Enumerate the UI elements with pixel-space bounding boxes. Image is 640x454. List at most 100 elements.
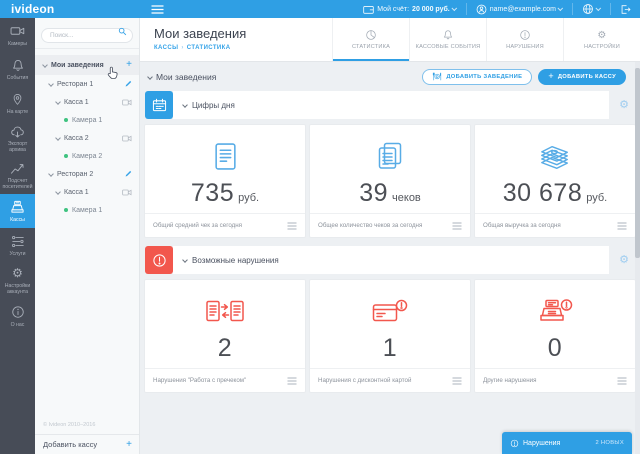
chevron-down-icon (42, 62, 48, 68)
tree-item-camera-3[interactable]: Камера 1 (35, 201, 139, 219)
tree-item-cashbox-1[interactable]: Касса 1 (35, 93, 139, 111)
violations-notification[interactable]: Нарушения 2 новых (502, 432, 632, 454)
tab-violations[interactable]: НАРУШЕНИЯ (486, 18, 563, 61)
violation-label: Другие нарушения (483, 377, 537, 384)
services-icon (11, 234, 25, 249)
scrollbar-track[interactable] (635, 62, 640, 454)
sidebar-item-events[interactable]: События (0, 52, 35, 86)
tab-statistics[interactable]: СТАТИСТИКА (332, 18, 409, 61)
tree-item-restaurant-1[interactable]: Ресторан 1 (35, 75, 139, 93)
add-cashbox-button[interactable]: + ДОБАВИТЬ КАССУ (538, 68, 626, 85)
balance-value: 20 000 руб. (412, 5, 450, 13)
map-pin-icon (11, 92, 24, 107)
ivideon-logo[interactable]: ivideon (11, 2, 55, 16)
receipts-stack-icon (377, 140, 403, 172)
sidebar-item-account-settings[interactable]: ⚙ Настройки аккаунта (4, 266, 31, 296)
card-menu-icon[interactable] (287, 221, 297, 230)
divider (465, 3, 467, 15)
bell-icon (442, 29, 454, 41)
search-input[interactable] (41, 28, 133, 43)
sidebar-item-cameras[interactable]: Камеры (0, 18, 35, 52)
gear-icon: ⚙ (597, 29, 607, 41)
camera-icon (10, 24, 25, 39)
section-daily-figures-header[interactable]: Цифры дня (173, 91, 609, 119)
breadcrumb: КАССЫ › СТАТИСТИКА (154, 45, 231, 51)
wallet-icon (363, 5, 374, 14)
notification-badge: 2 новых (595, 440, 624, 446)
section-daily-figures: Цифры дня ⚙ (145, 91, 635, 119)
divider (610, 3, 611, 15)
violations-cards: 2 Нарушения "Работа с пречеком" 1 (145, 280, 635, 392)
add-venue-button[interactable]: ДОБАВИТЬ ЗАВЕДЕНИЕ (422, 68, 533, 85)
scrollbar-thumb[interactable] (635, 68, 640, 258)
tree-item-camera-2[interactable]: Камера 2 (35, 147, 139, 165)
hamburger-icon[interactable] (151, 4, 164, 14)
sidebar-item-cashboxes[interactable]: Кассы (0, 194, 35, 228)
card-menu-icon[interactable] (452, 376, 462, 385)
search-icon[interactable] (118, 27, 127, 36)
calendar-icon (145, 91, 173, 119)
tree-item-cashbox-3[interactable]: Касса 1 (35, 183, 139, 201)
logout-button[interactable] (620, 4, 631, 15)
edit-pencil-icon[interactable] (124, 80, 132, 88)
stat-unit: чеков (392, 192, 421, 204)
register-alert-icon (537, 295, 573, 327)
card-menu-icon[interactable] (617, 376, 627, 385)
balance-label: Мой счёт: (377, 5, 410, 13)
online-status-dot (64, 208, 68, 212)
tree-footer: © Ivideon 2010–2016 Добавить кассу + (35, 422, 139, 454)
tab-cash-events[interactable]: КАССОВЫЕ СОБЫТИЯ (409, 18, 486, 61)
tab-settings[interactable]: ⚙ НАСТРОЙКИ (563, 18, 640, 61)
tree-item-restaurant-2[interactable]: Ресторан 2 (35, 165, 139, 183)
breadcrumb-statistics: СТАТИСТИКА (186, 45, 231, 51)
violation-value: 0 (547, 334, 563, 362)
copyright-text: © Ivideon 2010–2016 (43, 422, 96, 428)
divider (35, 48, 139, 49)
receipt-transfer-icon (205, 295, 245, 327)
section-violations-header[interactable]: Возможные нарушения (173, 246, 609, 274)
violation-card-discount: 1 Нарушения с дисконтной картой (310, 280, 470, 392)
account-balance-menu[interactable]: Мой счёт: 20 000 руб. (363, 5, 457, 14)
tree-item-camera-1[interactable]: Камера 1 (35, 111, 139, 129)
violation-label: Нарушения "Работа с пречеком" (153, 377, 247, 384)
user-icon (476, 4, 487, 15)
account-user-menu[interactable]: name@example.com (476, 4, 564, 15)
section-settings-button[interactable]: ⚙ (613, 99, 635, 111)
camera-icon (122, 189, 132, 196)
plus-icon: + (126, 438, 132, 450)
breadcrumb-cashboxes[interactable]: КАССЫ (154, 45, 179, 51)
sidebar-item-map[interactable]: На карте (0, 86, 35, 120)
chart-icon (10, 161, 25, 176)
stat-unit: руб. (586, 192, 608, 204)
devices-tree-panel: Мои заведения + Ресторан 1 Касса 1 Камер… (35, 18, 140, 454)
language-menu[interactable] (582, 3, 602, 15)
stat-unit: руб. (238, 192, 260, 204)
section-violations: Возможные нарушения ⚙ (145, 246, 635, 274)
tree-root-my-venues[interactable]: Мои заведения + (35, 55, 139, 75)
sidebar-item-visitor-counting[interactable]: Подсчет посетителей (0, 157, 35, 194)
sidebar-item-services[interactable]: Услуги (0, 228, 35, 262)
section-settings-button[interactable]: ⚙ (613, 254, 635, 266)
card-menu-icon[interactable] (617, 221, 627, 230)
stat-value: 30 678 (502, 179, 583, 207)
account-email: name@example.com (489, 5, 556, 13)
card-menu-icon[interactable] (452, 221, 462, 230)
chevron-down-icon (182, 257, 188, 263)
card-menu-icon[interactable] (287, 376, 297, 385)
cash-register-icon (10, 200, 25, 215)
add-venue-icon[interactable]: + (126, 59, 132, 70)
gear-icon: ⚙ (619, 253, 629, 266)
sidebar-item-about[interactable]: О нас (0, 299, 35, 333)
content-area: Мои заведения ДОБАВИТЬ ЗАВЕДЕНИЕ + ДОБАВ… (140, 62, 640, 392)
stat-card-average-check: 735 руб. Общий средний чек за сегодня (145, 125, 305, 237)
money-stack-icon (538, 140, 572, 172)
venues-group-toggle[interactable]: Мои заведения (147, 72, 216, 82)
online-status-dot (64, 118, 68, 122)
chevron-down-icon (55, 99, 61, 105)
tree-item-cashbox-2[interactable]: Касса 2 (35, 129, 139, 147)
info-icon (11, 305, 25, 320)
add-cashbox-row[interactable]: Добавить кассу + (35, 434, 139, 454)
edit-pencil-icon[interactable] (124, 170, 132, 178)
sidebar-item-archive-export[interactable]: Экспорт архива (0, 120, 35, 157)
